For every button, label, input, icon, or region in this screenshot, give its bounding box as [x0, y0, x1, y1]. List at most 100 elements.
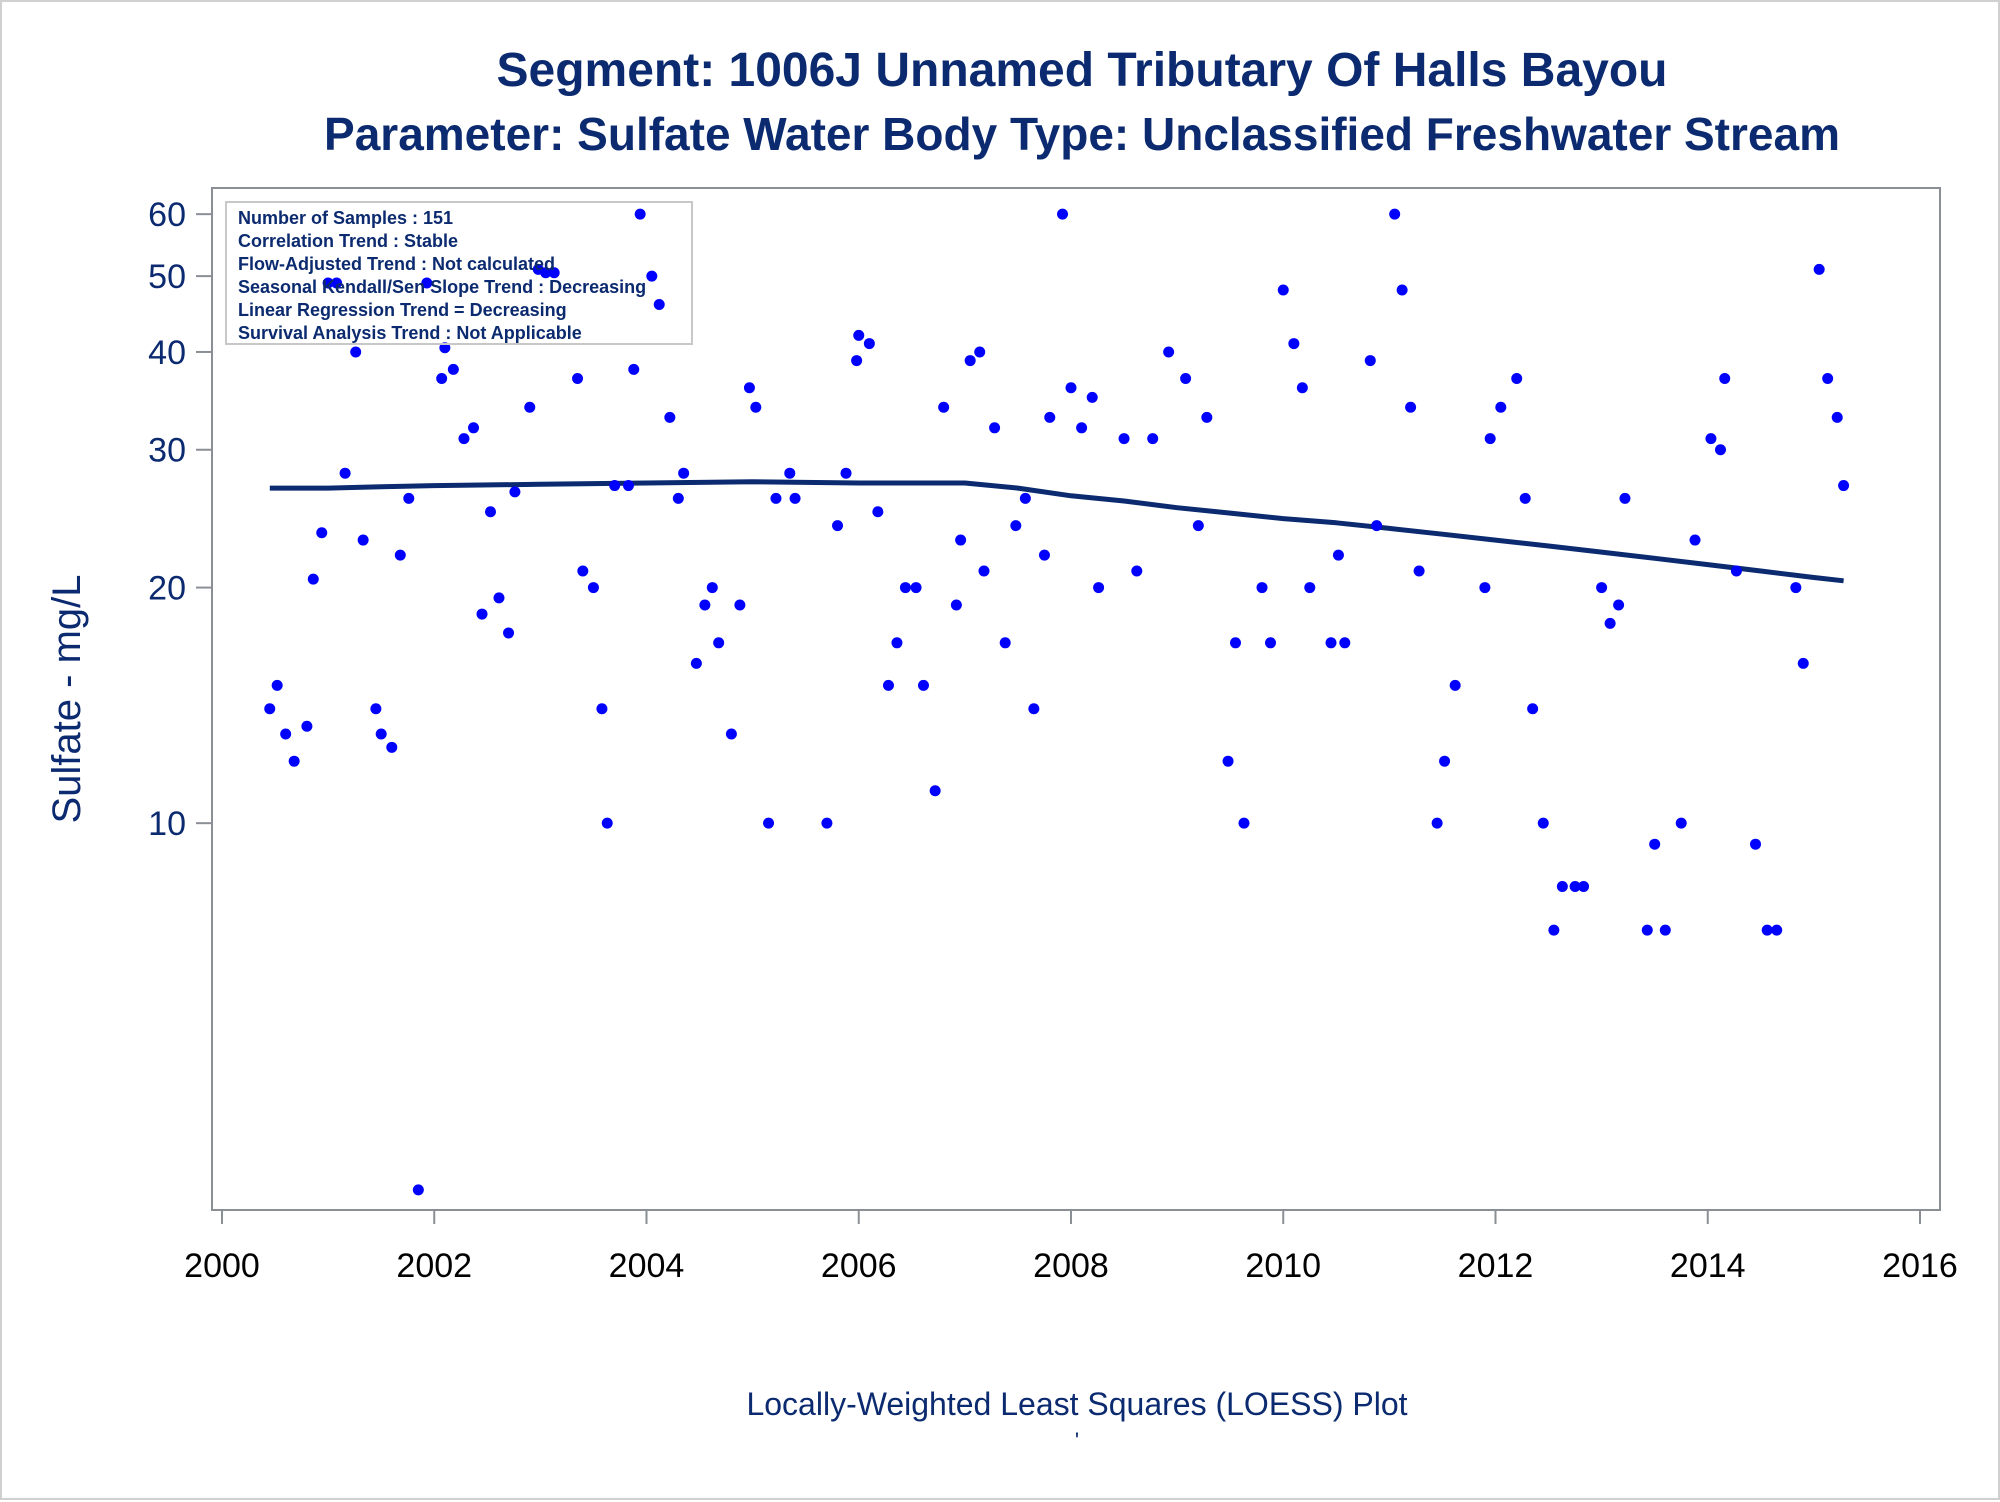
data-point — [1044, 411, 1056, 423]
data-point — [938, 401, 950, 413]
data-point — [1086, 391, 1098, 403]
data-point — [468, 422, 480, 434]
data-point — [899, 582, 911, 594]
data-point — [821, 817, 833, 829]
x-axis: 2000 2002 2004 2006 2008 2010 2012 2014 2016 — [184, 1210, 1958, 1285]
data-point — [664, 411, 676, 423]
data-point — [421, 277, 433, 289]
data-point — [1057, 208, 1069, 220]
data-point — [999, 637, 1011, 649]
data-point — [1288, 338, 1300, 350]
data-point — [1229, 637, 1241, 649]
data-point — [634, 208, 646, 220]
data-point — [978, 565, 990, 577]
data-point — [840, 467, 852, 479]
data-point — [1439, 755, 1451, 767]
scatter-points — [264, 208, 1850, 1196]
x-tick-label: 2016 — [1882, 1247, 1958, 1285]
data-point — [484, 506, 496, 518]
data-point — [628, 363, 640, 375]
data-point — [770, 492, 782, 504]
data-point — [1065, 382, 1077, 394]
data-point — [646, 270, 658, 282]
x-tick-label: 2014 — [1670, 1247, 1746, 1285]
data-point — [394, 549, 406, 561]
data-point — [1449, 679, 1461, 691]
data-point — [1790, 582, 1802, 594]
data-point — [1537, 817, 1549, 829]
data-point — [1265, 637, 1277, 649]
data-point — [357, 534, 369, 546]
data-point — [1028, 703, 1040, 715]
data-point — [1613, 599, 1625, 611]
data-point — [596, 703, 608, 715]
data-point — [1719, 372, 1731, 384]
data-point — [601, 817, 613, 829]
data-point — [503, 627, 515, 639]
info-box: Number of Samples : 151 Correlation Tren… — [225, 201, 693, 345]
data-point — [1256, 582, 1268, 594]
data-point — [264, 703, 276, 715]
data-point — [1413, 565, 1425, 577]
data-point — [863, 338, 875, 350]
data-point — [572, 372, 584, 384]
x-tick-label: 2002 — [396, 1247, 472, 1285]
data-point — [678, 467, 690, 479]
data-point — [653, 298, 665, 310]
data-point — [271, 679, 283, 691]
data-point — [386, 741, 398, 753]
data-point — [917, 679, 929, 691]
x-tick-label: 2010 — [1245, 1247, 1321, 1285]
data-point — [964, 355, 976, 367]
data-point — [1131, 565, 1143, 577]
data-point — [882, 679, 894, 691]
data-point — [1484, 433, 1496, 445]
data-point — [929, 785, 941, 797]
data-point — [316, 527, 328, 539]
data-point — [1479, 582, 1491, 594]
y-tick-label: 30 — [148, 432, 186, 470]
data-point — [339, 467, 351, 479]
data-point — [1822, 372, 1834, 384]
data-point — [699, 599, 711, 611]
data-point — [1797, 657, 1809, 669]
data-point — [1396, 284, 1408, 296]
data-point — [955, 534, 967, 546]
data-point — [1163, 346, 1175, 358]
data-point — [1838, 480, 1850, 492]
info-line-survival-analysis: Survival Analysis Trend : Not Applicable — [238, 323, 582, 343]
data-point — [1222, 755, 1234, 767]
data-point — [1010, 520, 1022, 532]
data-point — [436, 372, 448, 384]
data-point — [872, 506, 884, 518]
y-axis-label: Sulfate - mg/L — [45, 574, 89, 823]
x-tick-label: 2000 — [184, 1247, 260, 1285]
data-point — [1118, 433, 1130, 445]
data-point — [910, 582, 922, 594]
info-line-flow-adjusted: Flow-Adjusted Trend : Not calculated — [238, 254, 555, 274]
data-point — [307, 573, 319, 585]
data-point — [1548, 924, 1560, 936]
loess-layer — [269, 479, 1844, 584]
data-point — [832, 520, 844, 532]
x-axis-label: Locally-Weighted Least Squares (LOESS) P… — [746, 1386, 1407, 1422]
data-point — [1596, 582, 1608, 594]
data-point — [1689, 534, 1701, 546]
data-point — [734, 599, 746, 611]
data-point — [548, 267, 560, 279]
data-point — [509, 486, 521, 498]
data-point — [750, 401, 762, 413]
data-point — [540, 267, 552, 279]
data-point — [989, 422, 1001, 434]
data-point — [974, 346, 986, 358]
data-point — [1192, 520, 1204, 532]
y-tick-label: 10 — [148, 805, 186, 843]
info-line-seasonal-kendall: Seasonal Kendall/Sen Slope Trend : Decre… — [238, 277, 646, 297]
data-point — [476, 608, 488, 620]
x-tick-label: 2004 — [609, 1247, 685, 1285]
data-point — [375, 728, 387, 740]
data-point — [1750, 838, 1762, 850]
data-point — [1519, 492, 1531, 504]
data-point — [1705, 433, 1717, 445]
